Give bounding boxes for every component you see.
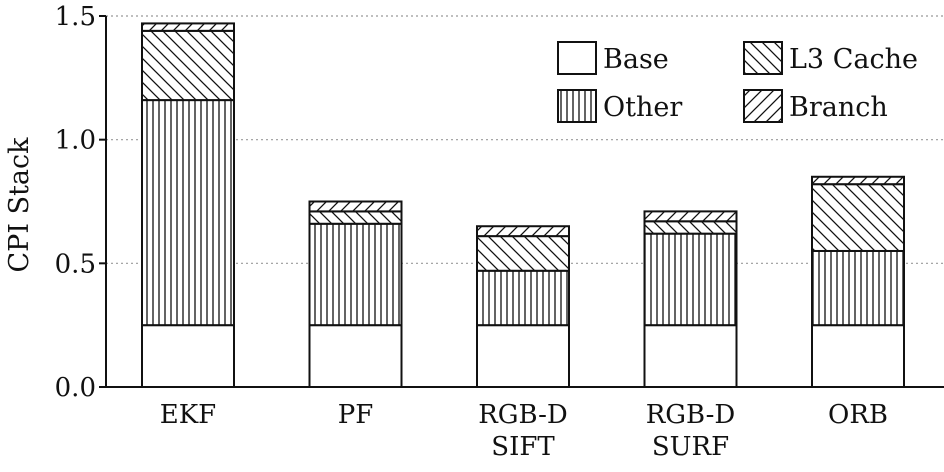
x-tick-label: PF [338,400,374,430]
bar-segment-other [643,232,738,327]
legend-swatch-base [557,41,597,75]
bar-segment-branch [308,200,403,213]
y-tick-label: 0.0 [55,373,96,403]
bar-segment-branch [476,225,570,238]
legend-label-l3-cache: L3 Cache [789,44,918,75]
bar-segment-base [643,324,738,388]
y-ticks: 0.0 0.5 1.0 1.5 [55,2,106,403]
bar-segment-l3-cache [476,235,570,272]
bar-segment-branch [643,210,738,223]
bars [141,22,905,388]
bar-segment-branch [811,175,905,186]
x-tick-label: ORB [828,400,888,430]
axes [105,16,944,388]
bar-segment-base [308,324,403,388]
legend-swatch-l3-cache [743,41,783,75]
x-tick-label: RGB-D SURF [646,400,736,462]
legend-swatch-branch [743,89,783,123]
legend-swatch-other [557,89,597,123]
bar-segment-other [308,222,403,327]
y-tick-label: 0.5 [55,249,96,279]
y-axis-label: CPI Stack [4,137,35,273]
bar-segment-base [476,324,570,388]
legend-label-other: Other [603,92,682,123]
bar-segment-base [141,324,235,388]
bar-segment-l3-cache [643,220,738,235]
legend-label-base: Base [603,44,669,75]
bar-segment-base [811,324,905,388]
bar-segment-l3-cache [811,183,905,252]
bar-segment-other [811,249,905,327]
bar-segment-other [141,99,235,327]
y-tick-label: 1.0 [55,126,96,156]
bar-segment-l3-cache [141,29,235,102]
x-tick-label: RGB-D SIFT [478,400,568,462]
bar-segment-branch [141,22,235,32]
y-tick-label: 1.5 [55,2,96,32]
legend-label-branch: Branch [789,92,888,123]
bar-segment-other [476,269,570,327]
x-tick-label: EKF [160,400,216,430]
bar-segment-l3-cache [308,210,403,225]
legend: Base Other L3 Cache Branch [557,41,918,123]
x-tick-labels: EKF PF RGB-D SIFT RGB-D SURF ORB [160,400,888,462]
